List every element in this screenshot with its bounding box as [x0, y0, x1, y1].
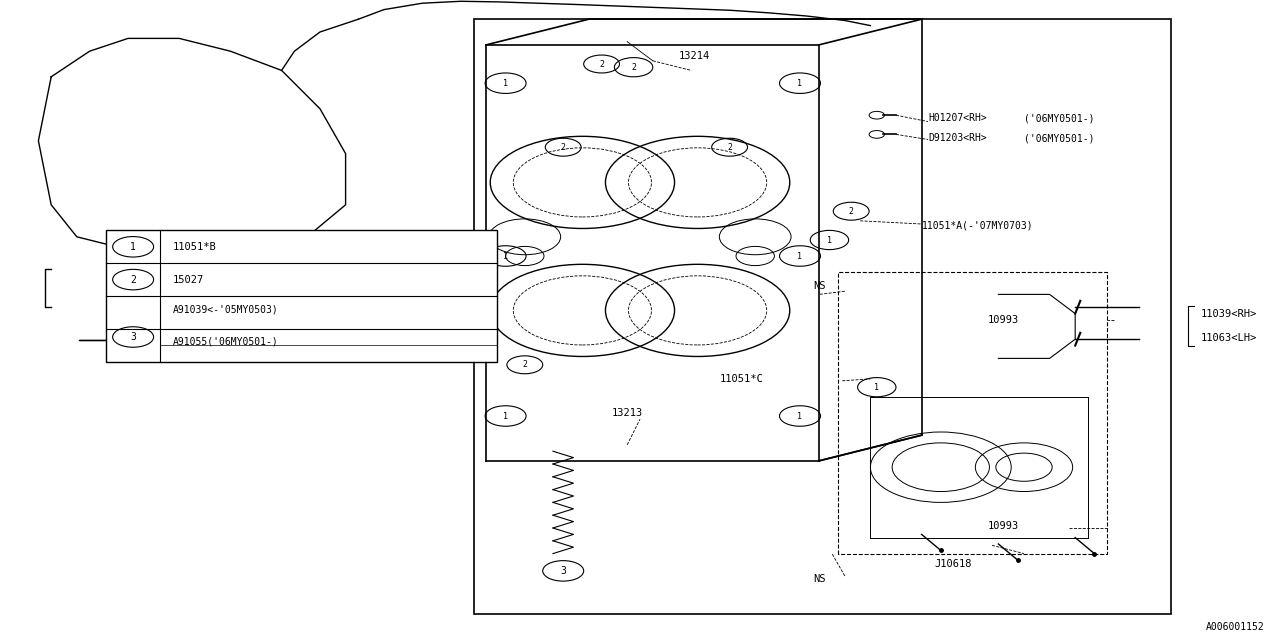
- Text: 1: 1: [797, 412, 803, 420]
- Text: 2: 2: [599, 60, 604, 68]
- Text: 10993: 10993: [988, 521, 1019, 531]
- Text: A91055('06MY0501-): A91055('06MY0501-): [173, 337, 279, 347]
- Text: 2: 2: [522, 360, 527, 369]
- Text: 1: 1: [874, 383, 879, 392]
- Text: 10993: 10993: [988, 315, 1019, 325]
- Text: 11051*A(-'07MY0703): 11051*A(-'07MY0703): [922, 220, 1033, 230]
- Text: 1: 1: [797, 79, 803, 88]
- Text: 1: 1: [503, 252, 508, 260]
- Text: NS: NS: [813, 574, 826, 584]
- Text: 11051*B: 11051*B: [173, 242, 216, 252]
- Text: 2: 2: [561, 143, 566, 152]
- Bar: [106, 230, 497, 362]
- Text: ('06MY0501-): ('06MY0501-): [1024, 113, 1094, 124]
- Text: 1: 1: [503, 79, 508, 88]
- Bar: [474, 19, 1171, 614]
- Text: D91203<RH>: D91203<RH>: [928, 133, 987, 143]
- Text: 2: 2: [727, 143, 732, 152]
- Text: H01207<RH>: H01207<RH>: [928, 113, 987, 124]
- Text: 1: 1: [797, 252, 803, 260]
- Text: NS: NS: [813, 281, 826, 291]
- Text: 13214: 13214: [678, 51, 709, 61]
- Text: 11063<LH>: 11063<LH>: [1201, 333, 1257, 343]
- Text: 1: 1: [503, 412, 508, 420]
- Text: 15027: 15027: [173, 275, 204, 285]
- Text: 13213: 13213: [612, 408, 643, 418]
- Text: FRONT: FRONT: [138, 335, 172, 346]
- Text: ('06MY0501-): ('06MY0501-): [1024, 133, 1094, 143]
- Text: 11039<RH>: 11039<RH>: [1201, 308, 1257, 319]
- Text: 11051*C: 11051*C: [719, 374, 763, 384]
- Text: J10618: J10618: [934, 559, 972, 570]
- Text: 3: 3: [561, 566, 566, 576]
- Text: 1: 1: [827, 236, 832, 244]
- Text: A91039<-'05MY0503): A91039<-'05MY0503): [173, 304, 279, 314]
- Text: 2: 2: [849, 207, 854, 216]
- Text: A006001152: A006001152: [1206, 622, 1265, 632]
- Text: 3: 3: [131, 332, 136, 342]
- Text: 2: 2: [131, 275, 136, 285]
- Text: 2: 2: [631, 63, 636, 72]
- Text: 1: 1: [131, 242, 136, 252]
